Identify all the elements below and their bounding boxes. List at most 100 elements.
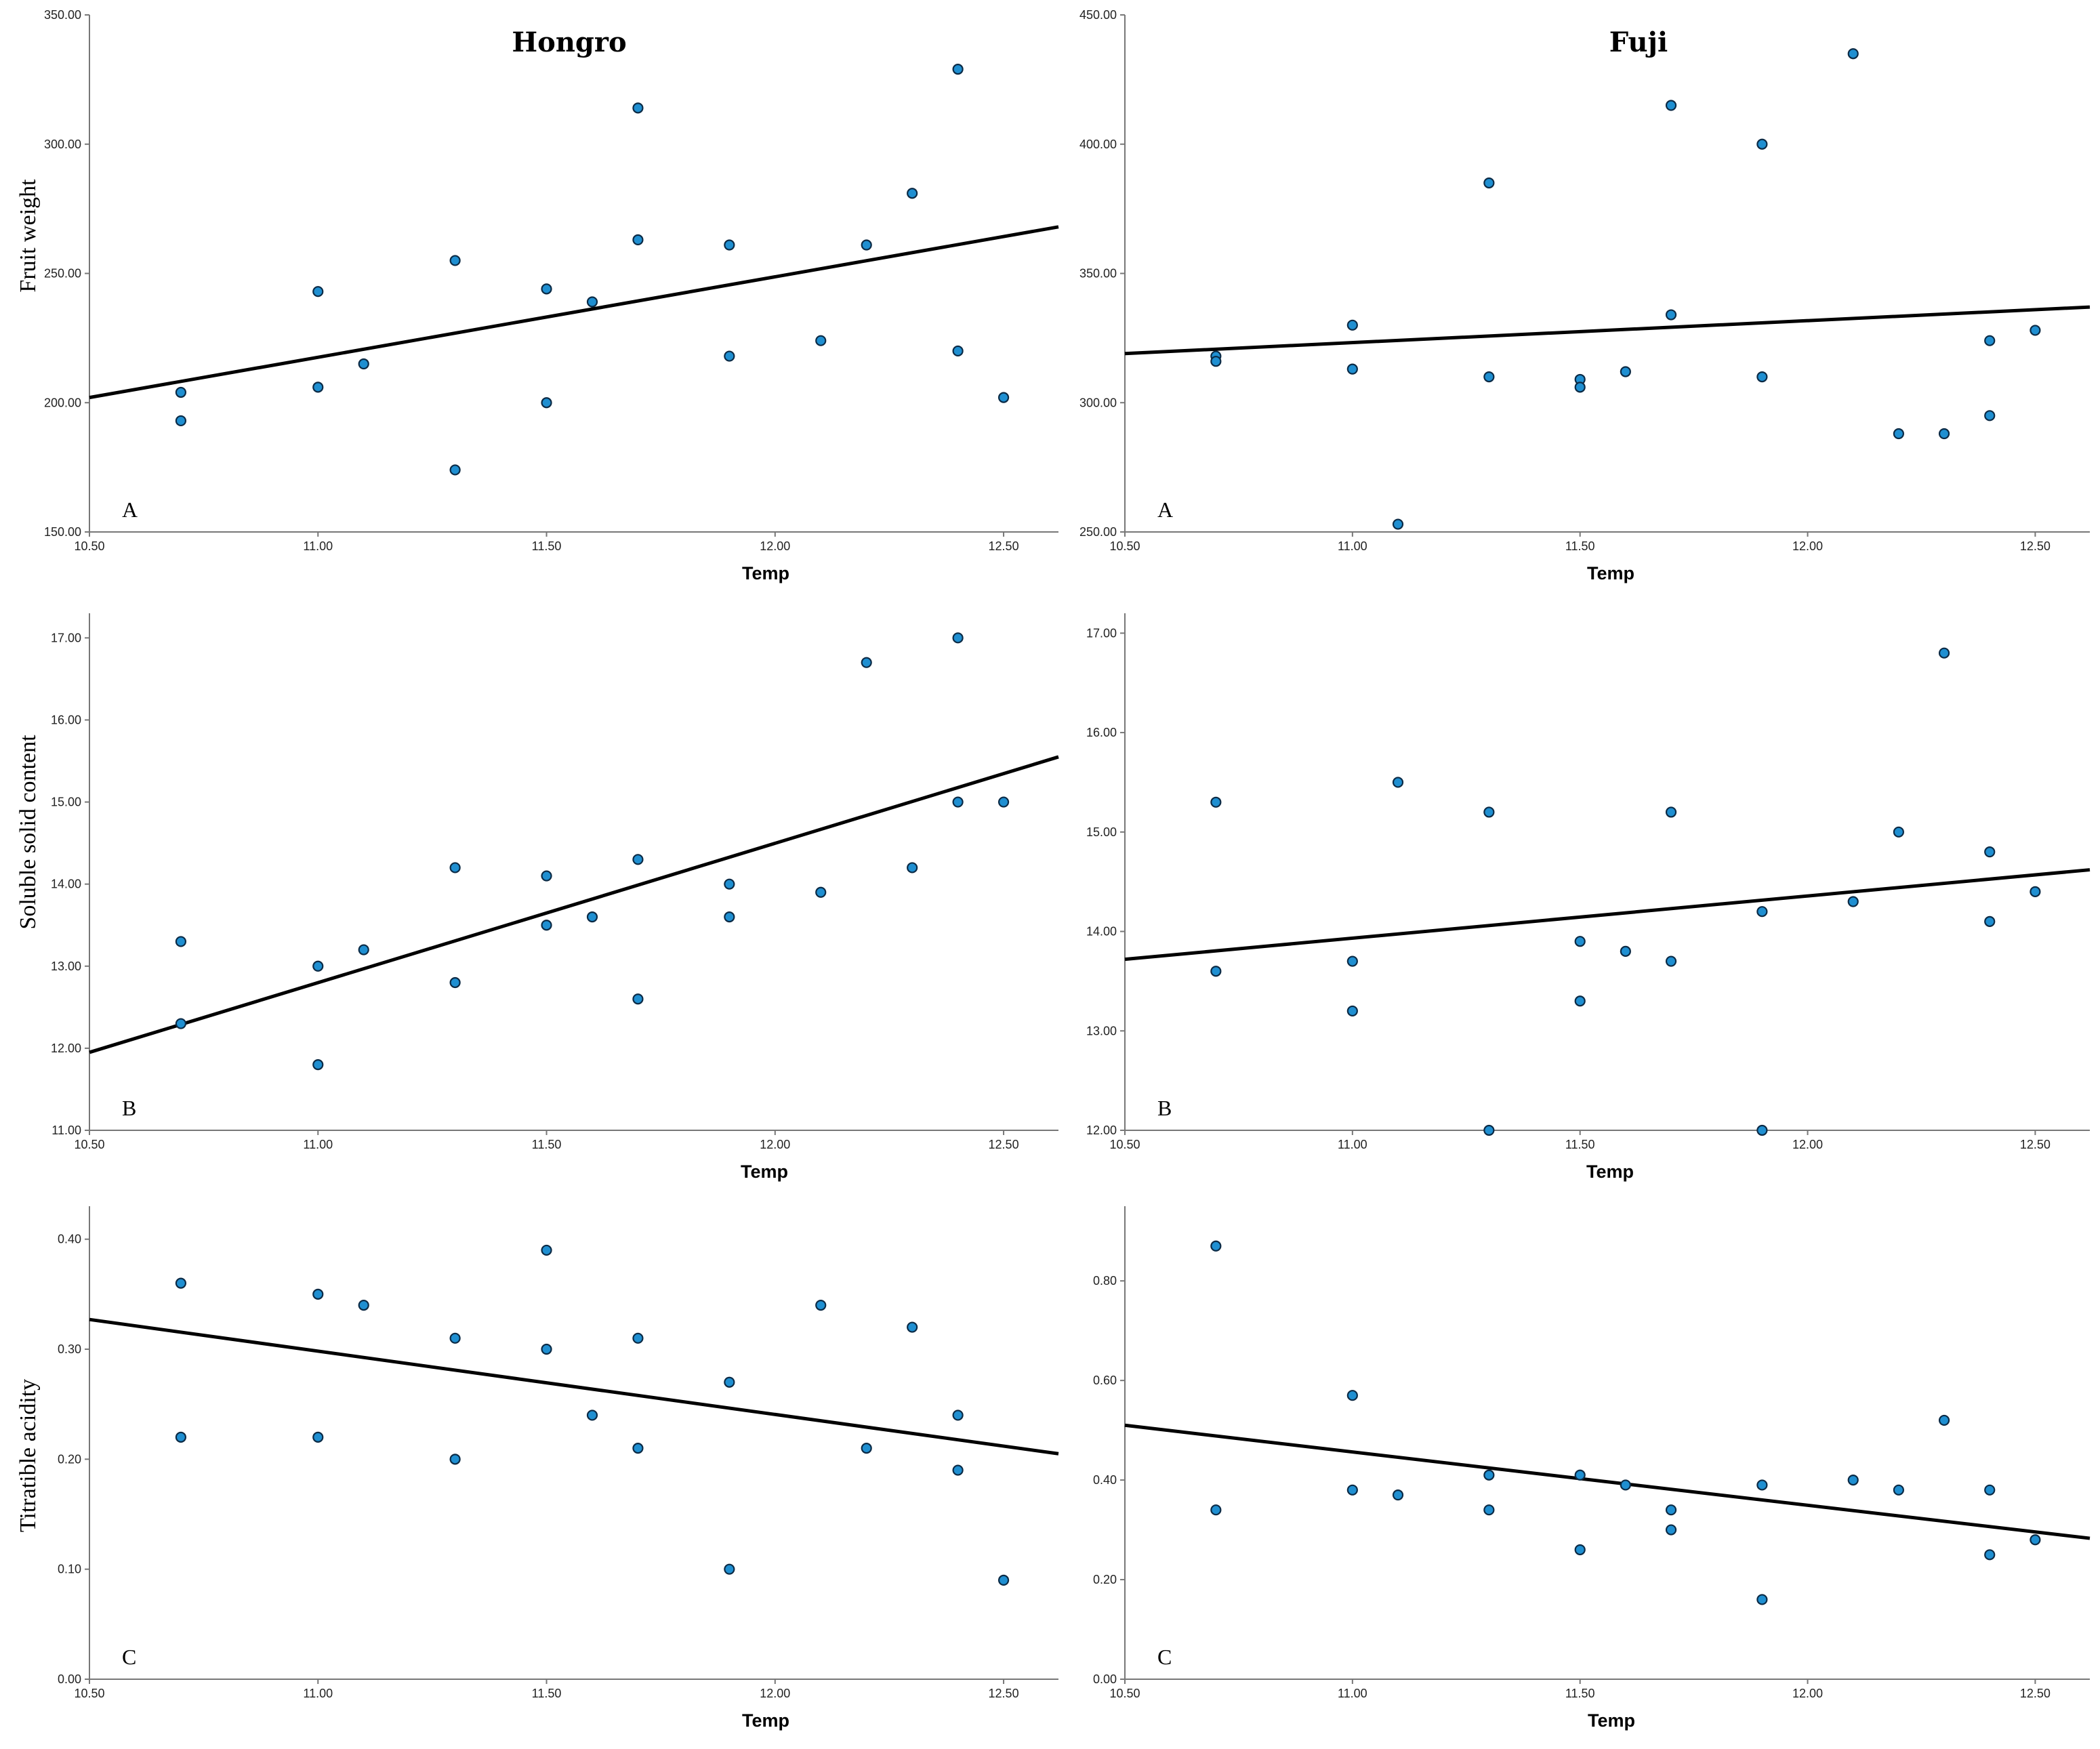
data-point xyxy=(586,1410,598,1421)
fit-line xyxy=(1124,305,2091,356)
data-point xyxy=(997,1574,1010,1586)
scatter-panels: 10.50 11.00 11.50 12.00 12.50150.00200.00250… xyxy=(44,8,2091,1731)
y-tick-label: 250.00 xyxy=(44,267,81,281)
data-point xyxy=(1483,1469,1495,1481)
fit-line xyxy=(1124,1423,2091,1540)
data-point xyxy=(724,1563,735,1575)
data-point xyxy=(632,993,644,1005)
data-point xyxy=(358,1299,369,1311)
y-tick-label: 13.00 xyxy=(51,960,81,973)
x-tick-label: 12.50 xyxy=(989,1138,1019,1151)
data-point xyxy=(632,102,644,114)
row-label-titratible-acidity: Titratible acidity xyxy=(16,1379,41,1532)
data-point xyxy=(952,64,964,75)
data-point xyxy=(1938,1414,1950,1426)
y-tick-label: 350.00 xyxy=(44,8,81,22)
x-tick-label: 11.00 xyxy=(303,1687,333,1700)
x-tick-label: 11.00 xyxy=(303,539,333,553)
data-point xyxy=(541,283,552,295)
chart-hongro-ta: 10.50 11.00 11.50 12.00 12.50 0.00 0.10 0.20 0.3… xyxy=(58,1206,1059,1731)
x-tick-label: 12.00 xyxy=(760,1687,790,1700)
data-point xyxy=(175,1277,187,1289)
y-tick-label: 0.30 xyxy=(58,1342,81,1356)
data-point xyxy=(1665,100,1677,111)
y-tick-label: 0.40 xyxy=(58,1233,81,1246)
data-point xyxy=(1574,936,1586,947)
data-point xyxy=(632,1443,644,1454)
panel-label: A xyxy=(122,497,138,522)
data-point xyxy=(1984,410,1996,421)
y-tick-label: 13.00 xyxy=(1086,1024,1117,1037)
data-point xyxy=(358,358,369,370)
y-tick-label: 300.00 xyxy=(1079,396,1117,409)
x-tick-label: 11.50 xyxy=(1565,1687,1595,1700)
x-tick-label: 12.00 xyxy=(760,539,790,553)
data-point xyxy=(1756,138,1768,150)
data-point xyxy=(358,944,369,955)
data-point xyxy=(1847,896,1859,907)
data-point xyxy=(861,1443,872,1454)
x-tick-label: 11.50 xyxy=(532,539,562,553)
x-tick-label: 10.50 xyxy=(74,1138,104,1151)
data-point xyxy=(1346,319,1358,331)
x-tick-label: 12.50 xyxy=(2020,539,2051,553)
y-tick-label: 0.80 xyxy=(1093,1274,1117,1288)
data-point xyxy=(1483,371,1495,383)
chart-hongro-weight: 10.50 11.00 11.50 12.00 12.50 150.00 200.00 250… xyxy=(44,8,1059,583)
y-tick-label: 0.20 xyxy=(1093,1573,1117,1586)
data-point xyxy=(1346,363,1358,375)
x-tick-label: 10.50 xyxy=(1109,1138,1140,1151)
data-point xyxy=(724,239,735,251)
data-point xyxy=(1665,309,1677,321)
data-point xyxy=(312,286,324,297)
y-tick-label: 12.00 xyxy=(51,1042,81,1055)
data-point xyxy=(724,1376,735,1388)
y-tick-label: 350.00 xyxy=(1079,267,1117,281)
panel-label: B xyxy=(1157,1096,1172,1120)
x-axis-title: Temp xyxy=(1588,1710,1635,1731)
data-point xyxy=(1346,955,1358,967)
y-tick-label: 0.40 xyxy=(1093,1473,1117,1487)
data-point xyxy=(586,296,598,308)
data-point xyxy=(541,397,552,409)
data-point xyxy=(1210,966,1222,977)
data-point xyxy=(1620,366,1631,377)
data-point xyxy=(2030,325,2041,336)
data-point xyxy=(907,1321,918,1333)
data-point xyxy=(1483,1124,1495,1136)
data-point xyxy=(1483,177,1495,189)
data-point xyxy=(997,796,1010,808)
x-tick-label: 10.50 xyxy=(1109,539,1140,553)
data-point xyxy=(2030,886,2041,897)
x-tick-label: 10.50 xyxy=(74,1687,104,1700)
chart-fuji-weight: 10.50 11.00 11.50 12.00 12.50 250.00 300.00 350… xyxy=(1079,8,2091,583)
y-tick-label: 11.00 xyxy=(52,1124,81,1137)
data-point xyxy=(1665,1524,1677,1536)
x-tick-label: 12.50 xyxy=(989,1687,1019,1700)
data-point xyxy=(312,1431,324,1443)
x-tick-label: 12.00 xyxy=(1792,1138,1823,1151)
data-point xyxy=(449,255,461,266)
data-point xyxy=(1756,1594,1768,1605)
fit-line xyxy=(1124,868,2091,962)
data-point xyxy=(449,862,461,873)
data-point xyxy=(586,911,598,923)
y-tick-label: 16.00 xyxy=(1086,726,1117,739)
x-axis-title: Temp xyxy=(742,1710,789,1731)
data-point xyxy=(312,1288,324,1300)
data-point xyxy=(1346,1484,1358,1496)
x-axis-title: Temp xyxy=(742,563,789,583)
data-point xyxy=(861,239,872,251)
y-tick-label: 15.00 xyxy=(1086,825,1117,839)
x-tick-label: 12.50 xyxy=(2020,1138,2051,1151)
data-point xyxy=(175,936,187,947)
data-point xyxy=(952,1410,964,1421)
x-tick-label: 12.00 xyxy=(1792,539,1823,553)
y-tick-label: 14.00 xyxy=(1086,925,1117,939)
x-axis-title: Temp xyxy=(1586,1161,1634,1182)
data-point xyxy=(861,657,872,668)
x-tick-label: 11.50 xyxy=(532,1687,562,1700)
data-point xyxy=(312,382,324,393)
data-point xyxy=(952,632,964,644)
